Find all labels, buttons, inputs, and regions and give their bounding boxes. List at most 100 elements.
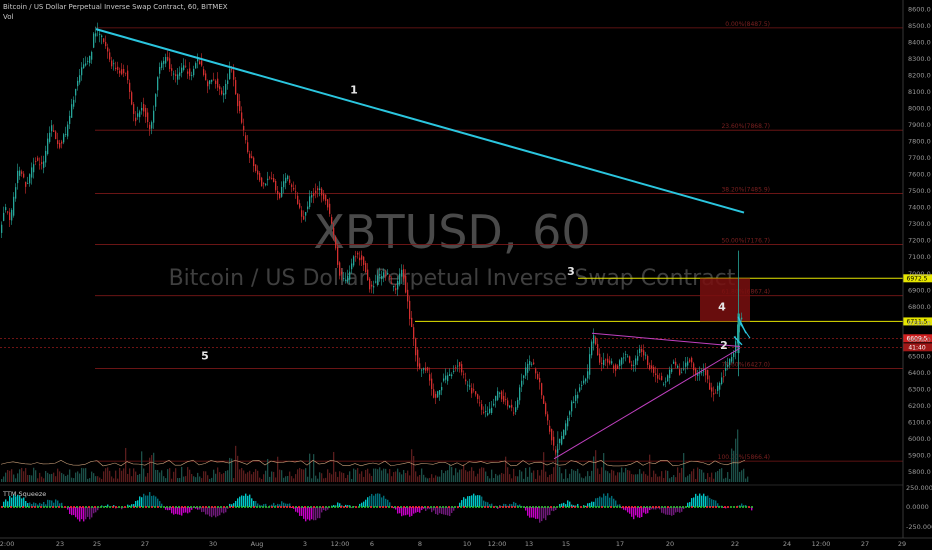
- volume-bar: [151, 455, 153, 482]
- ttm-histogram-bar: [325, 507, 327, 511]
- ttm-squeeze-dot: [169, 506, 171, 508]
- ttm-histogram-bar: [503, 503, 505, 507]
- candle-body: [627, 356, 629, 358]
- candle-body: [565, 423, 567, 435]
- candle-body: [403, 269, 405, 279]
- candle-body: [497, 391, 499, 400]
- candle-body: [579, 387, 581, 392]
- candle-body: [305, 211, 307, 216]
- ttm-squeeze-dot: [532, 506, 534, 508]
- volume-bar: [357, 468, 359, 482]
- ttm-squeeze-dot: [175, 506, 177, 508]
- ttm-histogram-bar: [87, 507, 89, 517]
- volume-bar: [345, 478, 347, 482]
- volume-bar: [723, 478, 725, 482]
- volume-bar: [47, 472, 49, 482]
- candle-body: [661, 376, 663, 381]
- ttm-squeeze-dot: [580, 506, 582, 508]
- volume-bar: [719, 468, 721, 482]
- ttm-histogram-bar: [173, 507, 175, 515]
- ttm-histogram-bar: [405, 507, 407, 516]
- candle-body: [369, 278, 371, 290]
- ttm-histogram-bar: [709, 497, 711, 507]
- candle-body: [557, 448, 559, 453]
- ttm-histogram-bar: [431, 507, 433, 513]
- ttm-squeeze-dot: [28, 506, 30, 508]
- volume-bar: [339, 471, 341, 482]
- candle-body: [485, 410, 487, 412]
- ttm-squeeze-dot: [556, 506, 558, 508]
- candle-body: [643, 350, 645, 356]
- ttm-squeeze-dot: [301, 506, 303, 508]
- ttm-histogram-bar: [327, 507, 329, 510]
- ttm-histogram-bar: [535, 507, 537, 519]
- ttm-squeeze-dot: [697, 506, 699, 508]
- candle-body: [121, 69, 123, 75]
- volume-bar: [473, 470, 475, 482]
- ttm-histogram-bar: [499, 505, 501, 507]
- candle-body: [293, 187, 295, 190]
- ttm-squeeze-pane: 250.0000 0.0000 -250.0000: [0, 484, 932, 531]
- candle-body: [397, 280, 399, 290]
- ttm-squeeze-dot: [430, 506, 432, 508]
- candle-body: [725, 367, 727, 371]
- volume-bar: [425, 477, 427, 482]
- candle-body: [427, 367, 429, 371]
- ttm-squeeze-dot: [385, 506, 387, 508]
- ttm-squeeze-dot: [370, 506, 372, 508]
- ttm-squeeze-dot: [382, 506, 384, 508]
- volume-bar: [513, 468, 515, 482]
- ttm-histogram-bar: [573, 505, 575, 507]
- volume-bar: [11, 469, 13, 482]
- volume-bar: [601, 467, 603, 482]
- candle-body: [399, 273, 401, 285]
- ttm-squeeze-dot: [571, 506, 573, 508]
- ttm-squeeze-dot: [457, 506, 459, 508]
- candle-body: [715, 392, 717, 394]
- ttm-histogram-bar: [255, 501, 257, 507]
- ttm-histogram-bar: [453, 507, 455, 511]
- ttm-squeeze-dot: [313, 506, 315, 508]
- ttm-histogram-bar: [131, 504, 133, 507]
- ttm-histogram-bar: [715, 500, 717, 507]
- ttm-squeeze-dot: [325, 506, 327, 508]
- ttm-histogram-bar: [313, 507, 315, 521]
- candle-body: [443, 378, 445, 381]
- volume-bar: [419, 474, 421, 482]
- candle-body: [227, 80, 229, 85]
- candle-body: [283, 181, 285, 188]
- volume-bar: [207, 475, 209, 482]
- ttm-histogram-bar: [533, 507, 535, 518]
- ttm-squeeze-dot: [751, 506, 753, 508]
- volume-bar: [609, 473, 611, 482]
- ttm-histogram-bar: [297, 507, 299, 513]
- candle-body: [535, 368, 537, 374]
- ttm-histogram-bar: [333, 505, 335, 507]
- candle-body: [561, 435, 563, 445]
- volume-bar: [259, 477, 261, 482]
- ttm-squeeze-dot: [373, 506, 375, 508]
- ttm-squeeze-dot: [481, 506, 483, 508]
- candle-body: [91, 51, 93, 60]
- ttm-histogram-bar: [91, 507, 93, 518]
- candle-body: [219, 86, 221, 90]
- volume-bar: [361, 471, 363, 482]
- candle-body: [503, 396, 505, 402]
- volume-bar: [649, 454, 651, 482]
- volume-bar: [197, 472, 199, 482]
- candle-body: [37, 157, 39, 161]
- candle-body: [285, 177, 287, 184]
- candle-body: [69, 115, 71, 124]
- ttm-squeeze-dot: [139, 506, 141, 508]
- y-tick-label: 8200.0: [908, 71, 931, 79]
- candle-body: [609, 360, 611, 364]
- ttm-histogram-bar: [67, 507, 69, 510]
- ttm-squeeze-dot: [625, 506, 627, 508]
- ttm-squeeze-dot: [463, 506, 465, 508]
- ttm-histogram-bar: [603, 493, 605, 507]
- ttm-tick-0: 250.0000: [906, 484, 932, 492]
- ttm-histogram-bar: [201, 507, 203, 513]
- ttm-squeeze-dot: [187, 506, 189, 508]
